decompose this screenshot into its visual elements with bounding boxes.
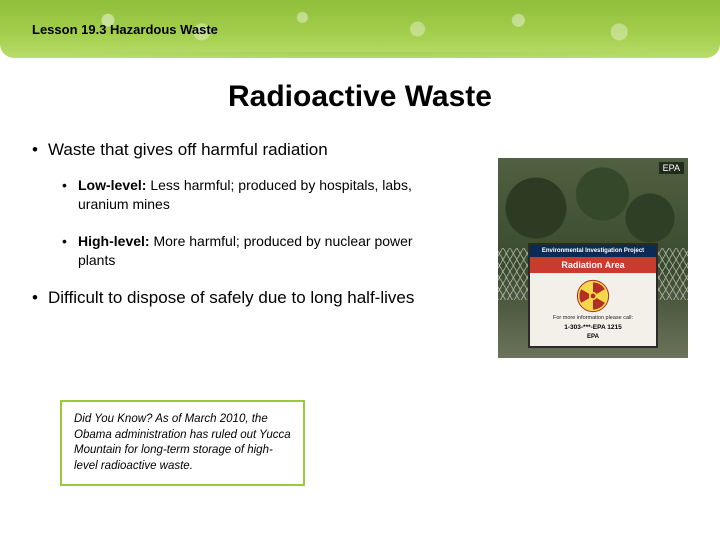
radiation-sign-photo: EPA Environmental Investigation Project … <box>498 158 688 358</box>
callout-lead: Did You Know? <box>74 413 152 425</box>
bullet-dot-icon: • <box>62 232 78 270</box>
sign-band-text: Radiation Area <box>530 257 656 273</box>
bullet-bold: High-level: <box>78 233 150 249</box>
sign-body: For more information please call: 1-303-… <box>530 273 656 346</box>
bullet-level1: • Difficult to dispose of safely due to … <box>32 288 452 308</box>
bullet-text: High-level: More harmful; produced by nu… <box>78 232 452 270</box>
lesson-label: Lesson 19.3 Hazardous Waste <box>32 22 218 37</box>
bullet-text: Difficult to dispose of safely due to lo… <box>48 288 414 308</box>
sign-fine-print: For more information please call: <box>534 315 652 322</box>
sign-top-text: Environmental Investigation Project <box>530 245 656 258</box>
bullet-text: Low-level: Less harmful; produced by hos… <box>78 176 452 214</box>
bullet-dot-icon: • <box>62 176 78 214</box>
warning-sign: Environmental Investigation Project Radi… <box>528 243 658 348</box>
bullet-level1: • Waste that gives off harmful radiation <box>32 140 452 160</box>
sign-logo: EPA <box>534 334 652 340</box>
photo-credit: EPA <box>659 162 684 174</box>
radiation-trefoil-icon <box>576 279 610 313</box>
slide-title: Radioactive Waste <box>0 80 720 114</box>
sign-phone: 1-303-***-EPA 1215 <box>534 324 652 331</box>
did-you-know-callout: Did You Know? As of March 2010, the Obam… <box>60 400 305 486</box>
bullet-bold: Low-level: <box>78 177 146 193</box>
bullet-text: Waste that gives off harmful radiation <box>48 140 328 160</box>
bullet-level2: • Low-level: Less harmful; produced by h… <box>62 176 452 214</box>
bullet-list: • Waste that gives off harmful radiation… <box>32 140 452 324</box>
bullet-dot-icon: • <box>32 140 48 160</box>
bullet-dot-icon: • <box>32 288 48 308</box>
bullet-level2: • High-level: More harmful; produced by … <box>62 232 452 270</box>
